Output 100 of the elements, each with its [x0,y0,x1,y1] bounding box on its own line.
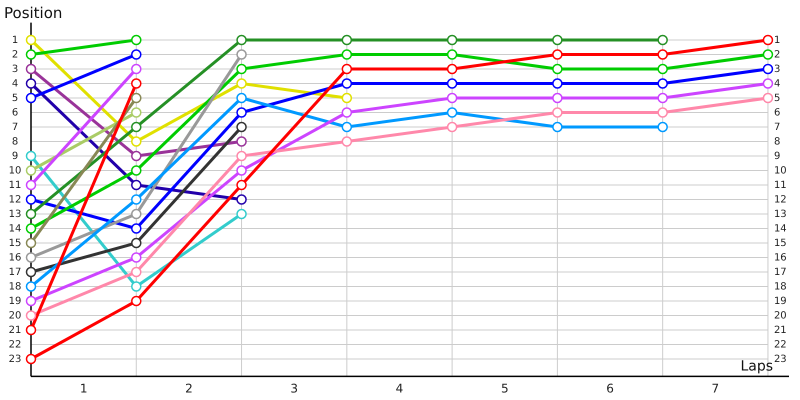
point [342,78,352,89]
y2-tick-label: 21 [774,325,787,336]
point [236,107,247,118]
point [26,150,36,162]
y-tick-label: 18 [8,282,22,293]
point [131,296,142,306]
point [552,64,563,74]
point [342,34,352,46]
point [26,78,36,89]
point [26,34,36,46]
y-tick-label: 9 [12,151,18,162]
point [236,136,247,147]
point [131,208,142,220]
point [131,64,142,74]
point [131,223,142,234]
y2-tick-label: 9 [774,151,780,162]
y-tick-label: 7 [12,122,18,134]
point [131,107,142,118]
y-tick-label: 8 [12,136,18,148]
point [131,252,142,263]
y-tick-label: 11 [8,180,22,192]
y-tick-label: 15 [8,238,22,250]
point [236,194,247,205]
point [131,180,142,190]
point [26,194,36,205]
y2-tick-label: 14 [774,224,787,235]
point [762,34,774,46]
point [26,92,36,104]
point [236,180,247,190]
y2-tick-label: 8 [774,136,780,148]
y2-tick-label: 13 [774,209,787,220]
point [131,266,142,278]
point [131,238,142,248]
y2-tick-label: 23 [774,354,787,366]
point [762,49,774,60]
point [446,64,458,74]
point [446,34,458,46]
point [236,34,247,46]
x-tick-label: 6 [606,382,614,396]
y2-tick-label: 6 [774,108,780,119]
y2-tick-label: 7 [774,122,780,134]
point [26,266,36,278]
y2-tick-label: 15 [774,238,787,250]
y-tick-label: 3 [12,64,18,76]
point [236,92,247,104]
point [26,165,36,176]
y-tick-label: 10 [8,166,22,177]
x-tick-label: 5 [500,382,509,396]
point [657,49,668,60]
point [236,150,247,162]
y-tick-label: 6 [12,108,18,119]
y-tick-label: 20 [8,310,22,322]
point [552,107,563,118]
point [236,165,247,176]
point [26,223,36,234]
y2-tick-label: 12 [774,194,787,206]
x-tick-label: 7 [711,382,720,396]
y2-tick-label: 10 [774,166,787,177]
y-tick-label: 22 [8,340,22,351]
point [236,122,247,132]
y-tick-label: 1 [12,35,18,46]
point [131,78,142,89]
y2-tick-label: 3 [774,64,780,76]
point [446,122,458,132]
point [552,78,563,89]
x-tick-label: 2 [185,382,193,396]
point [342,92,352,104]
point [342,64,352,74]
point [236,64,247,74]
x-tick-label: 3 [290,382,298,396]
y-tick-label: 16 [8,252,22,264]
point [446,78,458,89]
point [342,107,352,118]
y-tick-label: 21 [8,325,22,336]
y-tick-label: 12 [8,194,22,206]
point [657,122,668,132]
point [131,34,142,46]
point [552,34,563,46]
point [26,354,36,364]
point [657,92,668,104]
y2-tick-label: 5 [774,93,780,104]
point [762,78,774,89]
point [657,64,668,74]
point [657,107,668,118]
point [131,122,142,132]
point [131,136,142,147]
point [236,49,247,60]
point [762,64,774,74]
point [131,92,142,104]
point [26,310,36,321]
point [26,324,36,336]
point [236,78,247,89]
point [26,238,36,248]
point [26,281,36,292]
point [26,180,36,190]
y-tick-label: 2 [12,50,18,61]
y-tick-label: 13 [8,209,22,220]
point [131,194,142,205]
x-tick-label: 4 [396,382,404,396]
y2-tick-label: 16 [774,252,787,264]
